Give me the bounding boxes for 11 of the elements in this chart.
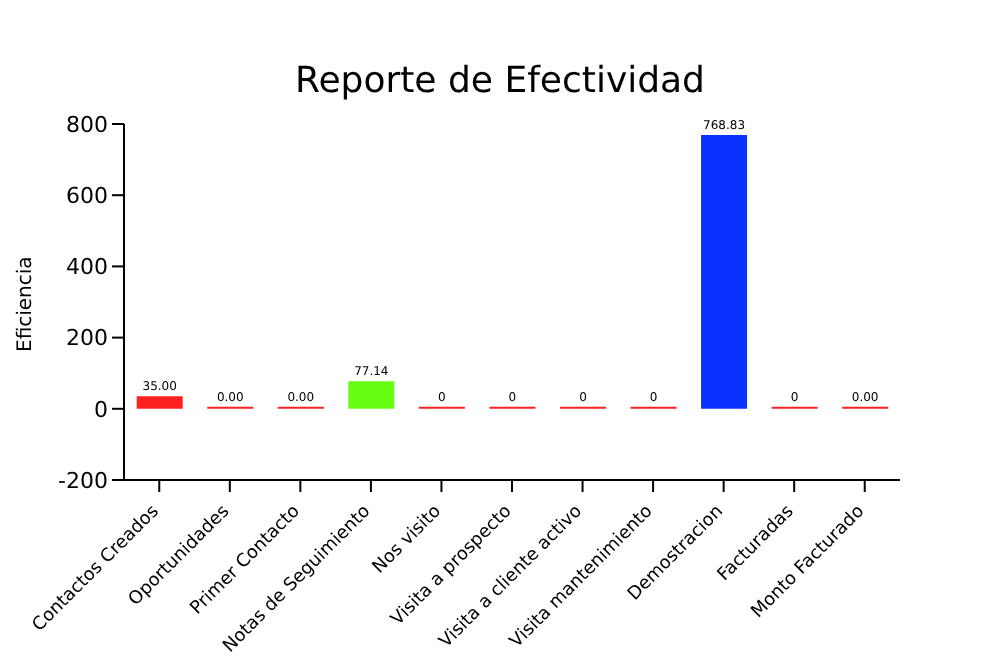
- bar: [701, 135, 748, 409]
- y-tick-label: 400: [66, 254, 108, 281]
- bar: [348, 381, 395, 409]
- y-tick-label: -200: [58, 467, 108, 494]
- y-axis-title: Eficiencia: [15, 256, 38, 352]
- bar: [136, 396, 183, 409]
- y-tick-label: 0: [94, 396, 108, 423]
- chart-title: Reporte de Efectividad: [293, 58, 707, 106]
- y-tick-label: 800: [66, 111, 108, 138]
- y-tick-label: 600: [66, 183, 108, 210]
- y-tick-label: 200: [66, 325, 108, 352]
